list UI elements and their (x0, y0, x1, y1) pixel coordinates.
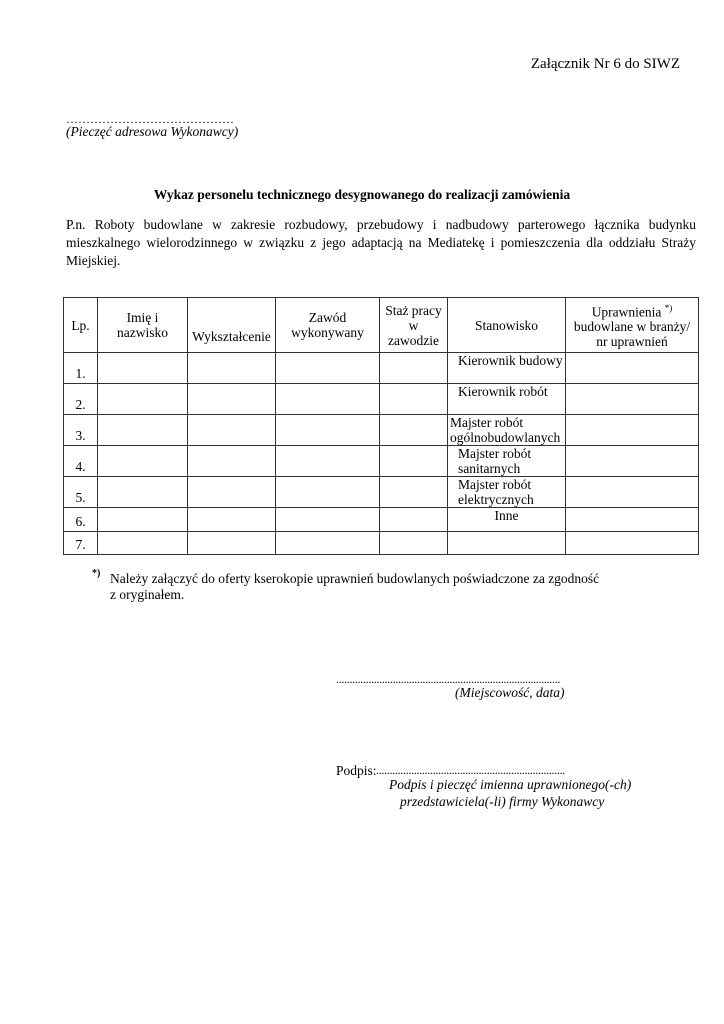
position-cell: Majster robót ogólnobudowlanych (447, 414, 566, 446)
name-cell (97, 445, 188, 477)
profession-cell (275, 507, 380, 532)
name-cell (97, 531, 188, 555)
attachment-label: Załącznik Nr 6 do SIWZ (530, 56, 680, 72)
description: P.n. Roboty budowlane w zakresie rozbudo… (66, 217, 696, 268)
name-cell (97, 383, 188, 415)
signature-prefix: Podpis: (336, 763, 377, 778)
header-profession: Zawód wykonywany (275, 297, 380, 353)
header-education: Wykształcenie (187, 297, 276, 353)
experience-cell (379, 507, 448, 532)
lp: 7. (63, 531, 98, 555)
table-header-row: Lp. Imię i nazwisko Wykształcenie Zawód … (63, 297, 699, 353)
profession-cell (275, 531, 380, 555)
table-row: 7. (63, 531, 699, 555)
position-cell: Inne (447, 507, 566, 532)
experience-cell (379, 531, 448, 555)
position-cell: Kierownik robót (447, 383, 566, 415)
header-name: Imię i nazwisko (97, 297, 188, 353)
permissions-cell (565, 445, 699, 477)
permissions-cell (565, 531, 699, 555)
education-cell (187, 507, 276, 532)
education-cell (187, 383, 276, 415)
permissions-cell (565, 414, 699, 446)
header-experience: Staż pracy w zawodzie (379, 297, 448, 353)
lp: 5. (63, 476, 98, 508)
stamp-label: (Pieczęć adresowa Wykonawcy) (66, 124, 239, 139)
footnote-text: Należy załączyć do oferty kserokopie upr… (110, 571, 600, 586)
table-row: 5. Majster robót elektrycznych (63, 476, 699, 508)
permissions-cell (565, 352, 699, 384)
experience-cell (379, 445, 448, 477)
personnel-table: Lp. Imię i nazwisko Wykształcenie Zawód … (63, 297, 699, 555)
stamp-dots: …………………………………… (66, 112, 234, 126)
place-date-dots: ........................................… (336, 672, 561, 686)
education-cell (187, 531, 276, 555)
profession-cell (275, 383, 380, 415)
signature-dots: ........................................… (376, 763, 566, 777)
experience-cell (379, 414, 448, 446)
education-cell (187, 414, 276, 446)
profession-cell (275, 414, 380, 446)
permissions-cell (565, 383, 699, 415)
lp: 1. (63, 352, 98, 384)
position-cell: Majster robót elektrycznych (447, 476, 566, 508)
name-cell (97, 352, 188, 384)
education-cell (187, 352, 276, 384)
header-position: Stanowisko (447, 297, 566, 353)
profession-cell (275, 445, 380, 477)
education-cell (187, 476, 276, 508)
position-cell (447, 531, 566, 555)
footnote-text-2: z oryginałem. (110, 587, 185, 602)
position-cell: Kierownik budowy (447, 352, 566, 384)
permissions-cell (565, 476, 699, 508)
header-permissions: Uprawnienia *) budowlane w branży/ nr upr… (565, 297, 699, 353)
position-cell: Majster robót sanitarnych (447, 445, 566, 477)
header-lp: Lp. (63, 297, 98, 353)
table-row: 2. Kierownik robót (63, 383, 699, 415)
footnote-mark: *) (92, 568, 101, 579)
name-cell (97, 476, 188, 508)
table-row: 1. Kierownik budowy (63, 352, 699, 384)
experience-cell (379, 476, 448, 508)
profession-cell (275, 352, 380, 384)
signature-label-1: Podpis i pieczęć imienna uprawnionego(-c… (389, 777, 632, 792)
lp: 3. (63, 414, 98, 446)
permissions-cell (565, 507, 699, 532)
table-row: 6. Inne (63, 507, 699, 532)
lp: 4. (63, 445, 98, 477)
signature-label-2: przedstawiciela(-li) firmy Wykonawcy (400, 794, 605, 809)
education-cell (187, 445, 276, 477)
experience-cell (379, 383, 448, 415)
table-row: 3. Majster robót ogólnobudowlanych (63, 414, 699, 446)
lp: 2. (63, 383, 98, 415)
table-row: 4. Majster robót sanitarnych (63, 445, 699, 477)
lp: 6. (63, 507, 98, 532)
name-cell (97, 414, 188, 446)
document-title: Wykaz personelu technicznego desygnowane… (153, 187, 571, 202)
profession-cell (275, 476, 380, 508)
place-date-label: (Miejscowość, data) (455, 685, 565, 700)
experience-cell (379, 352, 448, 384)
name-cell (97, 507, 188, 532)
